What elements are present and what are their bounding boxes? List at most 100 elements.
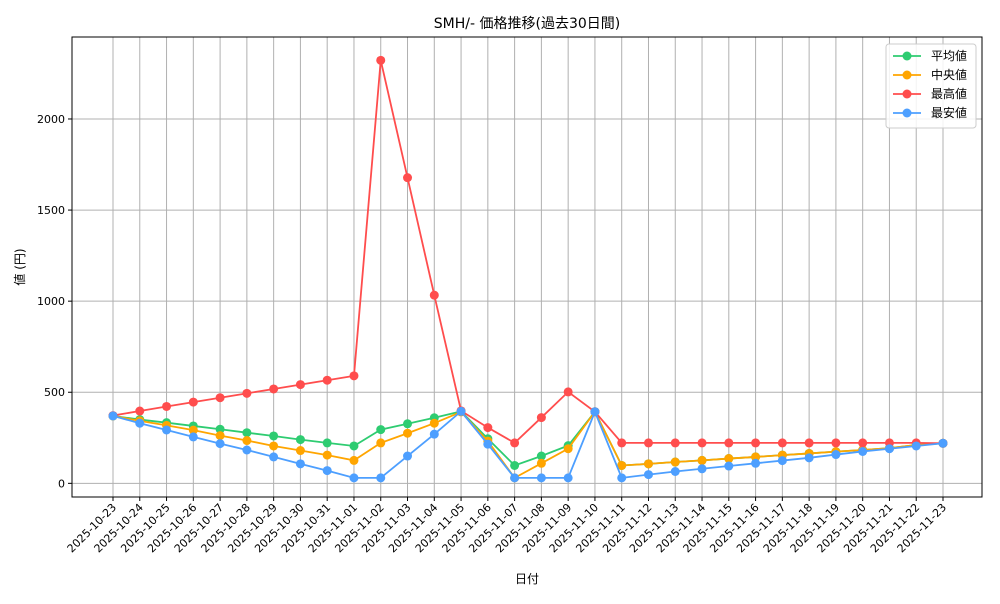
data-point bbox=[510, 438, 520, 448]
data-point bbox=[376, 438, 386, 448]
legend-label: 最安値 bbox=[931, 105, 967, 120]
data-point bbox=[831, 438, 841, 448]
data-point bbox=[670, 457, 680, 467]
data-point bbox=[858, 438, 868, 448]
data-point bbox=[643, 438, 653, 448]
data-point bbox=[215, 393, 225, 403]
data-point bbox=[162, 401, 172, 411]
data-point bbox=[456, 406, 466, 416]
legend-marker bbox=[902, 89, 912, 99]
data-point bbox=[643, 459, 653, 469]
data-point bbox=[188, 397, 198, 407]
series-2 bbox=[108, 55, 948, 448]
data-point bbox=[804, 453, 814, 463]
data-point bbox=[403, 428, 413, 438]
data-point bbox=[724, 461, 734, 471]
series-line bbox=[112, 410, 944, 480]
series-line bbox=[112, 60, 944, 445]
data-point bbox=[242, 445, 252, 455]
data-point bbox=[403, 419, 413, 429]
data-point bbox=[911, 441, 921, 451]
data-point bbox=[188, 432, 198, 442]
data-point bbox=[242, 388, 252, 398]
legend-marker bbox=[902, 70, 912, 80]
data-point bbox=[536, 473, 546, 483]
data-point bbox=[215, 424, 225, 434]
data-point bbox=[724, 438, 734, 448]
data-point bbox=[322, 466, 332, 476]
data-point bbox=[429, 418, 439, 428]
data-point bbox=[697, 464, 707, 474]
data-point bbox=[349, 455, 359, 465]
data-point bbox=[563, 387, 573, 397]
data-point bbox=[135, 406, 145, 416]
data-point bbox=[751, 458, 761, 468]
data-point bbox=[349, 371, 359, 381]
data-point bbox=[215, 439, 225, 449]
data-point bbox=[376, 55, 386, 65]
data-point bbox=[563, 473, 573, 483]
y-tick-label: 1000 bbox=[37, 295, 65, 308]
data-point bbox=[162, 425, 172, 435]
data-point bbox=[884, 444, 894, 454]
data-point bbox=[295, 459, 305, 469]
legend-marker bbox=[902, 51, 912, 61]
data-point bbox=[724, 454, 734, 464]
data-point bbox=[777, 456, 787, 466]
series-line bbox=[112, 409, 944, 479]
data-point bbox=[510, 473, 520, 483]
series-3 bbox=[108, 406, 948, 483]
data-point bbox=[536, 458, 546, 468]
y-tick-label: 1500 bbox=[37, 204, 65, 217]
data-point bbox=[483, 423, 493, 433]
data-point bbox=[536, 413, 546, 423]
data-point bbox=[590, 407, 600, 417]
data-point bbox=[617, 473, 627, 483]
data-point bbox=[831, 450, 841, 460]
data-point bbox=[108, 411, 118, 421]
y-tick-label: 0 bbox=[58, 477, 65, 490]
legend-label: 平均値 bbox=[931, 48, 967, 63]
data-point bbox=[938, 438, 948, 448]
legend-marker bbox=[902, 108, 912, 118]
data-point bbox=[188, 425, 198, 435]
data-point bbox=[429, 429, 439, 439]
data-point bbox=[269, 384, 279, 394]
data-point bbox=[349, 473, 359, 483]
data-point bbox=[563, 444, 573, 454]
data-point bbox=[215, 431, 225, 441]
data-point bbox=[376, 425, 386, 435]
legend-label: 最高値 bbox=[931, 86, 967, 101]
data-point bbox=[322, 375, 332, 385]
legend-label: 中央値 bbox=[931, 67, 967, 82]
legend-box bbox=[885, 43, 977, 129]
data-point bbox=[376, 473, 386, 483]
plot-frame bbox=[71, 36, 983, 498]
series-1 bbox=[108, 407, 948, 483]
data-point bbox=[510, 460, 520, 470]
data-point bbox=[322, 450, 332, 460]
x-axis-label: 日付 bbox=[515, 572, 539, 586]
data-point bbox=[751, 438, 761, 448]
data-point bbox=[670, 438, 680, 448]
data-point bbox=[295, 435, 305, 445]
data-point bbox=[777, 438, 787, 448]
data-point bbox=[536, 451, 546, 461]
chart-title: SMH/- 価格推移(過去30日間) bbox=[434, 16, 620, 32]
data-point bbox=[403, 451, 413, 461]
data-point bbox=[322, 438, 332, 448]
data-point bbox=[858, 446, 868, 456]
data-point bbox=[697, 455, 707, 465]
data-point bbox=[670, 466, 680, 476]
data-point bbox=[403, 173, 413, 183]
data-point bbox=[643, 470, 653, 480]
data-point bbox=[804, 438, 814, 448]
data-point bbox=[269, 431, 279, 441]
y-tick-label: 2000 bbox=[37, 113, 65, 126]
data-point bbox=[617, 460, 627, 470]
data-point bbox=[242, 436, 252, 446]
data-point bbox=[242, 428, 252, 438]
